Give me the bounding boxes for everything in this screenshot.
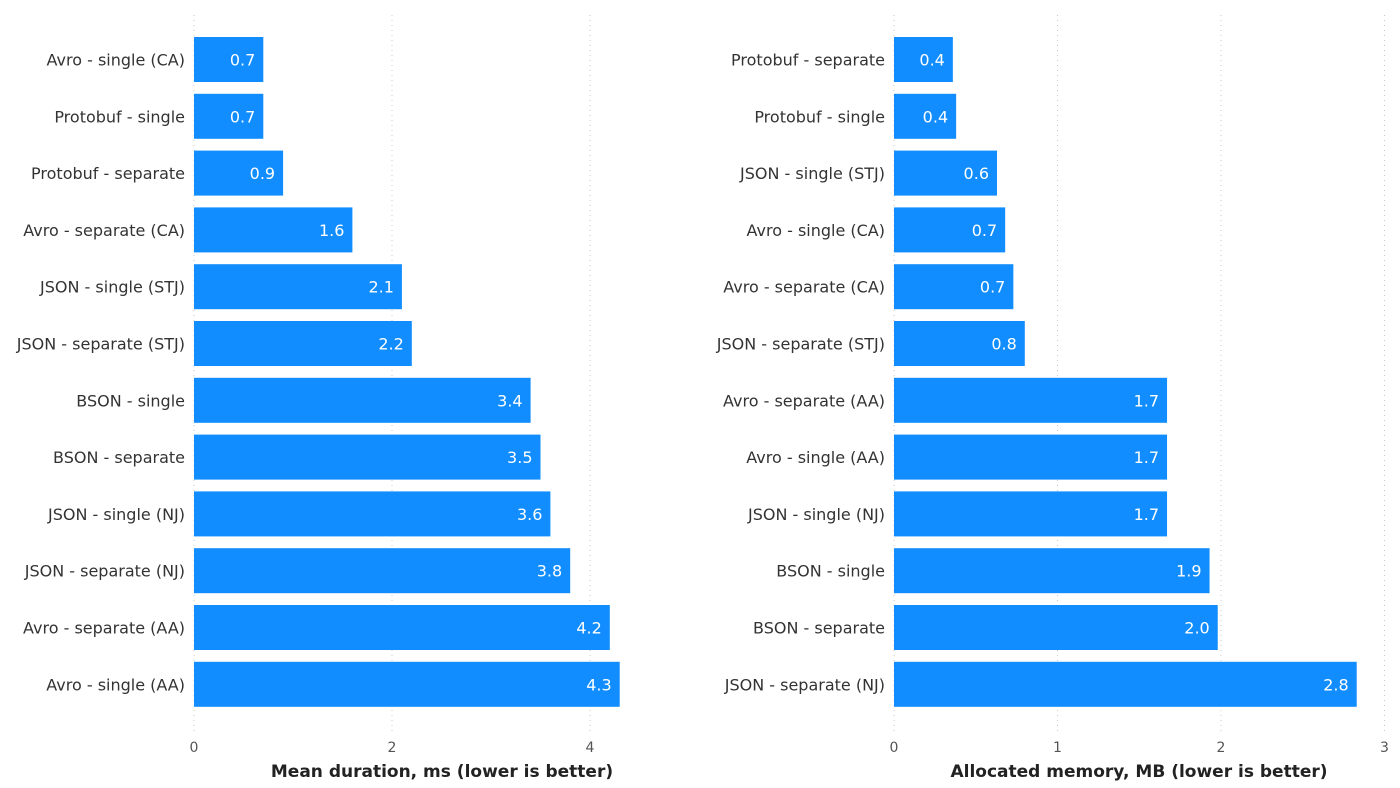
memory-data-label: 1.9 bbox=[1176, 562, 1201, 581]
mean-duration-chart: 0 2 4 Avro - single (CA) 0.7 Protobuf - singl… bbox=[16, 15, 620, 782]
duration-x-tick-label: 2 bbox=[388, 740, 397, 756]
duration-category-label: Avro - single (AA) bbox=[46, 675, 185, 694]
duration-category-label: JSON - single (STJ) bbox=[39, 278, 185, 297]
memory-bar[interactable] bbox=[894, 434, 1168, 480]
duration-category-label: BSON - separate bbox=[53, 448, 185, 467]
memory-data-label: 1.7 bbox=[1134, 391, 1159, 410]
memory-bar[interactable] bbox=[894, 605, 1218, 650]
memory-bar[interactable] bbox=[894, 93, 957, 139]
memory-category-label: JSON - separate (NJ) bbox=[724, 675, 885, 694]
duration-x-axis-title: Mean duration, ms (lower is better) bbox=[271, 762, 613, 782]
duration-bar[interactable] bbox=[194, 434, 541, 480]
memory-category-label: Protobuf - single bbox=[754, 107, 885, 126]
duration-data-label: 0.7 bbox=[230, 107, 255, 126]
duration-bar[interactable] bbox=[194, 661, 620, 707]
memory-bar[interactable] bbox=[894, 491, 1168, 537]
duration-bar[interactable] bbox=[194, 37, 264, 82]
memory-bar[interactable] bbox=[894, 377, 1168, 423]
duration-x-tick-label: 4 bbox=[586, 740, 595, 756]
duration-data-label: 3.6 bbox=[517, 505, 542, 524]
memory-category-label: Protobuf - separate bbox=[731, 51, 885, 70]
memory-category-label: BSON - separate bbox=[753, 619, 885, 638]
duration-x-tick-label: 0 bbox=[190, 740, 199, 756]
memory-x-tick-label: 2 bbox=[1217, 740, 1226, 756]
memory-bar[interactable] bbox=[894, 207, 1006, 253]
memory-x-tick-label: 3 bbox=[1380, 740, 1389, 756]
duration-data-label: 2.2 bbox=[378, 335, 403, 354]
memory-category-label: Avro - separate (AA) bbox=[723, 391, 885, 410]
duration-category-label: Protobuf - separate bbox=[31, 164, 185, 183]
allocated-memory-chart: 0 1 2 3 Protobuf - separate 0.4 Protobuf - sin… bbox=[716, 15, 1389, 782]
duration-bar[interactable] bbox=[194, 321, 412, 366]
memory-category-label: JSON - single (STJ) bbox=[739, 164, 885, 183]
duration-bar[interactable] bbox=[194, 548, 571, 594]
memory-data-label: 0.8 bbox=[991, 335, 1016, 354]
memory-bar[interactable] bbox=[894, 37, 953, 82]
memory-bar[interactable] bbox=[894, 321, 1025, 366]
memory-category-label: JSON - single (NJ) bbox=[747, 505, 885, 524]
duration-bar[interactable] bbox=[194, 150, 284, 196]
memory-x-tick-label: 0 bbox=[890, 740, 899, 756]
memory-data-label: 0.7 bbox=[980, 278, 1005, 297]
duration-data-label: 4.3 bbox=[586, 675, 611, 694]
memory-data-label: 0.4 bbox=[923, 107, 948, 126]
duration-data-label: 3.4 bbox=[497, 391, 522, 410]
memory-data-label: 2.8 bbox=[1323, 675, 1348, 694]
duration-bar[interactable] bbox=[194, 605, 610, 650]
duration-category-label: JSON - single (NJ) bbox=[47, 505, 185, 524]
memory-data-label: 0.7 bbox=[972, 221, 997, 240]
memory-x-tick-label: 1 bbox=[1053, 740, 1062, 756]
memory-data-label: 2.0 bbox=[1184, 619, 1209, 638]
duration-data-label: 2.1 bbox=[368, 278, 393, 297]
duration-category-label: JSON - separate (STJ) bbox=[16, 335, 185, 354]
memory-category-label: Avro - separate (CA) bbox=[723, 278, 885, 297]
duration-bar[interactable] bbox=[194, 491, 551, 537]
memory-bar[interactable] bbox=[894, 150, 998, 196]
memory-bar[interactable] bbox=[894, 264, 1014, 310]
memory-category-label: Avro - single (AA) bbox=[746, 448, 885, 467]
duration-bar[interactable] bbox=[194, 264, 402, 310]
memory-bar[interactable] bbox=[894, 661, 1357, 707]
memory-category-label: BSON - single bbox=[776, 562, 885, 581]
memory-category-label: Avro - single (CA) bbox=[747, 221, 886, 240]
duration-data-label: 4.2 bbox=[576, 619, 601, 638]
duration-category-label: BSON - single bbox=[76, 391, 185, 410]
memory-category-label: JSON - separate (STJ) bbox=[716, 335, 885, 354]
memory-x-axis-title: Allocated memory, MB (lower is better) bbox=[950, 762, 1327, 782]
duration-bar[interactable] bbox=[194, 377, 531, 423]
duration-category-label: Protobuf - single bbox=[54, 107, 185, 126]
duration-data-label: 3.5 bbox=[507, 448, 532, 467]
duration-bar[interactable] bbox=[194, 93, 264, 139]
duration-category-label: Avro - separate (AA) bbox=[23, 619, 185, 638]
duration-category-label: Avro - single (CA) bbox=[47, 51, 186, 70]
memory-data-label: 1.7 bbox=[1134, 448, 1159, 467]
memory-data-label: 0.6 bbox=[964, 164, 989, 183]
duration-category-label: JSON - separate (NJ) bbox=[24, 562, 185, 581]
duration-data-label: 0.9 bbox=[250, 164, 275, 183]
memory-data-label: 1.7 bbox=[1134, 505, 1159, 524]
duration-data-label: 0.7 bbox=[230, 51, 255, 70]
duration-data-label: 3.8 bbox=[537, 562, 562, 581]
duration-category-label: Avro - separate (CA) bbox=[23, 221, 185, 240]
memory-bar[interactable] bbox=[894, 548, 1210, 594]
duration-bar[interactable] bbox=[194, 207, 353, 253]
duration-data-label: 1.6 bbox=[319, 221, 344, 240]
memory-data-label: 0.4 bbox=[919, 51, 944, 70]
